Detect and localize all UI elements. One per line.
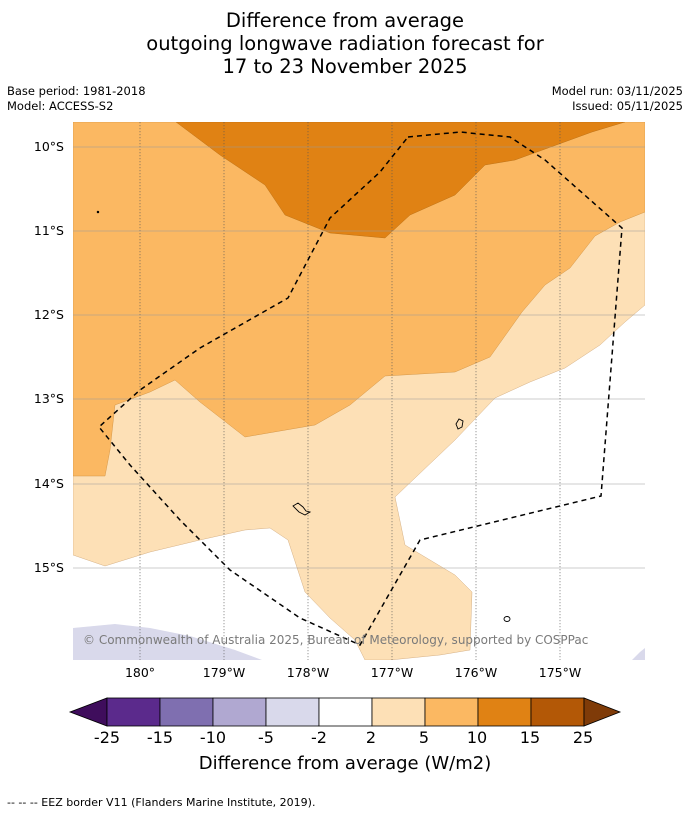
lon-label-176w: 176°W bbox=[454, 665, 498, 680]
eez-border bbox=[97, 131, 623, 646]
colorbar bbox=[68, 697, 622, 727]
base-period: Base period: 1981-2018 bbox=[7, 84, 146, 98]
colorbar-tick: 5 bbox=[418, 728, 430, 747]
lat-label-14s: 14°S bbox=[33, 476, 64, 491]
title-line-3: 17 to 23 November 2025 bbox=[222, 55, 468, 78]
lon-label-180: 180° bbox=[124, 665, 156, 680]
colorbar-segment bbox=[265, 697, 320, 727]
island-fiji-east bbox=[455, 418, 464, 430]
colorbar-label: Difference from average (W/m2) bbox=[198, 753, 492, 774]
title-line-2: outgoing longwave radiation forecast for bbox=[146, 32, 544, 55]
island-dot-northwest bbox=[96, 210, 100, 214]
lon-label-178w: 178°W bbox=[286, 665, 330, 680]
negative-anomaly-corner bbox=[632, 648, 645, 660]
colorbar-tick: -10 bbox=[199, 728, 227, 747]
negative-anomaly-region bbox=[73, 624, 262, 660]
anomaly-10-15-region bbox=[175, 122, 626, 239]
colorbar-segment bbox=[424, 697, 479, 727]
colorbar-tick: -25 bbox=[93, 728, 121, 747]
lat-label-13s: 13°S bbox=[33, 391, 64, 406]
copyright-notice: © Commonwealth of Australia 2025, Bureau… bbox=[83, 633, 589, 647]
colorbar-tick: 10 bbox=[466, 728, 488, 747]
colorbar-segment bbox=[371, 697, 426, 727]
island-small-southeast bbox=[503, 616, 511, 622]
colorbar-extend-high bbox=[583, 697, 622, 727]
colorbar-segment bbox=[159, 697, 214, 727]
colorbar-segment bbox=[530, 697, 585, 727]
lat-label-15s: 15°S bbox=[33, 560, 64, 575]
lon-label-177w: 177°W bbox=[370, 665, 414, 680]
lat-label-11s: 11°S bbox=[33, 223, 64, 238]
model-run: Model run: 03/11/2025 bbox=[551, 84, 683, 98]
colorbar-segment bbox=[212, 697, 267, 727]
lon-label-179w: 179°W bbox=[202, 665, 246, 680]
lat-label-12s: 12°S bbox=[33, 307, 64, 322]
colorbar-segment bbox=[477, 697, 532, 727]
issued-date: Issued: 05/11/2025 bbox=[572, 99, 683, 113]
model-name: Model: ACCESS-S2 bbox=[7, 99, 114, 113]
latitude-gridlines bbox=[73, 146, 645, 569]
lat-label-10s: 10°S bbox=[33, 139, 64, 154]
colorbar-tick: 2 bbox=[365, 728, 377, 747]
colorbar-tick: -5 bbox=[258, 728, 274, 747]
eez-legend-note: -- -- -- EEZ border V11 (Flanders Marine… bbox=[7, 796, 316, 809]
colorbar-tick: -15 bbox=[146, 728, 174, 747]
colorbar-extend-low bbox=[68, 697, 108, 727]
colorbar-segment bbox=[106, 697, 161, 727]
colorbar-tick: 25 bbox=[572, 728, 594, 747]
island-fiji-south bbox=[292, 502, 312, 516]
colorbar-tick: -2 bbox=[311, 728, 327, 747]
colorbar-tick: 15 bbox=[519, 728, 541, 747]
colorbar-segment bbox=[318, 697, 373, 727]
island-outlines bbox=[96, 210, 511, 622]
title-line-1: Difference from average bbox=[225, 9, 465, 32]
anomaly-5-10-region bbox=[73, 122, 645, 477]
lon-label-175w: 175°W bbox=[538, 665, 582, 680]
